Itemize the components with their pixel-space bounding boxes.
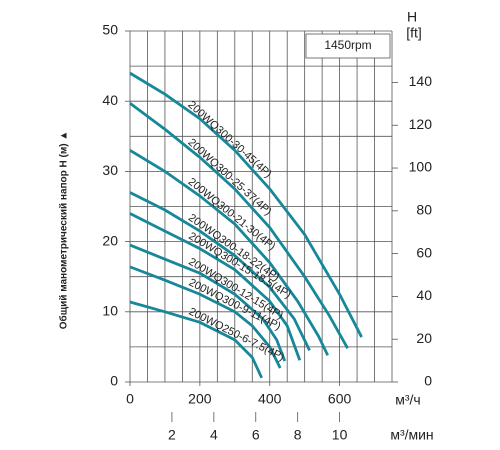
x2-tick-label: 8 — [294, 427, 302, 443]
y2-tick-label: 60 — [416, 244, 432, 260]
x2-tick-label: 4 — [210, 427, 218, 443]
y-axis-label: Общий манометрический напор H (м) ▲ — [58, 131, 70, 330]
x-tick-label: 400 — [258, 391, 282, 407]
curve — [129, 191, 311, 352]
y2-axis-label: H — [407, 9, 417, 25]
y-tick-label: 50 — [102, 22, 118, 38]
annotation-box — [305, 33, 391, 59]
y2-axis-unit: [ft] — [406, 25, 422, 41]
curve — [129, 212, 302, 361]
y-tick-label: 10 — [102, 303, 118, 319]
curve — [129, 71, 363, 338]
y2-tick-label: 100 — [409, 159, 433, 175]
curve — [129, 149, 329, 356]
x-tick-label: 0 — [126, 391, 134, 407]
x2-tick-label: 2 — [168, 427, 176, 443]
curve — [129, 300, 263, 379]
annotation: 1450rpm — [324, 38, 371, 52]
x2-axis-label: м³/мин — [390, 427, 433, 443]
x-axis-label: м³/ч — [395, 392, 420, 408]
curve — [129, 243, 287, 362]
x-tick-label: 200 — [188, 391, 212, 407]
y-tick-label: 0 — [110, 373, 118, 389]
x2-tick-label: 6 — [252, 427, 260, 443]
y-tick-label: 40 — [102, 92, 118, 108]
x-tick-label: 600 — [328, 391, 352, 407]
y2-tick-label: 40 — [416, 287, 432, 303]
y2-tick-label: 140 — [409, 73, 433, 89]
curve — [129, 102, 349, 349]
y2-tick-label: 120 — [409, 116, 433, 132]
curve — [129, 265, 282, 369]
y2-tick-label: 80 — [416, 202, 432, 218]
x2-tick-label: 10 — [332, 427, 348, 443]
y2-tick-label: 0 — [424, 373, 432, 389]
y-tick-label: 30 — [102, 162, 118, 178]
y2-tick-label: 20 — [416, 330, 432, 346]
y-tick-label: 20 — [102, 232, 118, 248]
